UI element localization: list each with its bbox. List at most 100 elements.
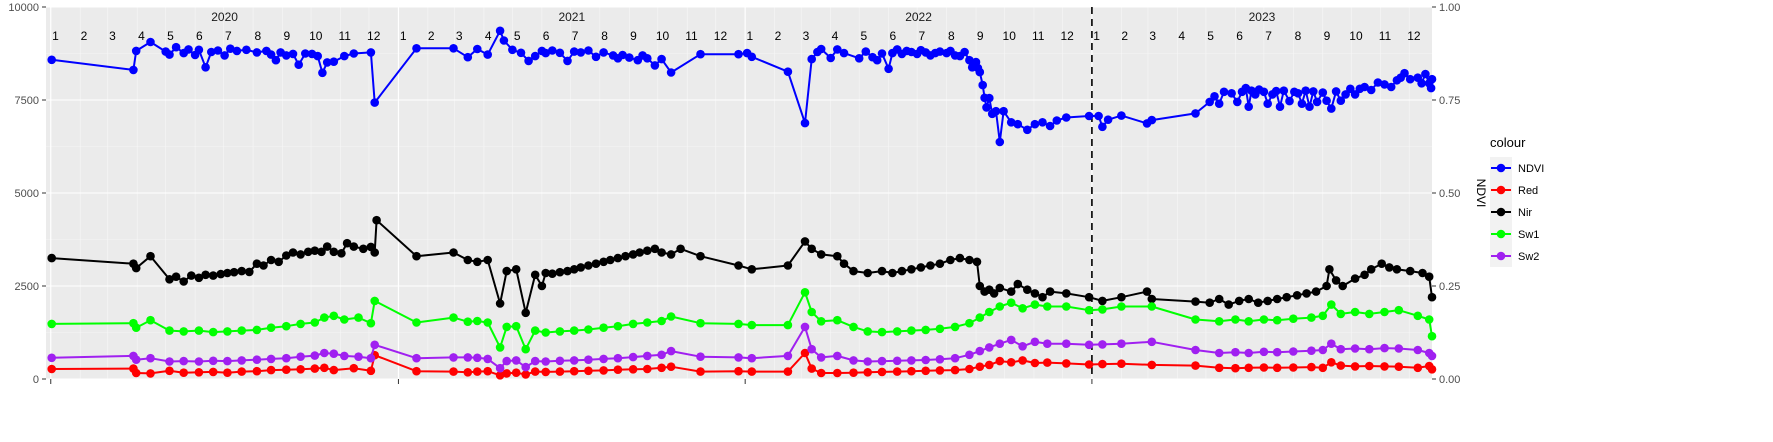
data-point-sw2 bbox=[747, 353, 757, 363]
data-point-nir bbox=[165, 275, 174, 284]
data-point-red bbox=[1427, 365, 1437, 374]
data-point-sw1 bbox=[1030, 300, 1040, 309]
data-point-nir bbox=[569, 265, 579, 274]
data-point-red bbox=[863, 368, 872, 377]
data-point-nir bbox=[47, 253, 56, 263]
data-point-ndvi bbox=[800, 118, 810, 128]
data-point-red bbox=[449, 367, 458, 376]
data-point-ndvi bbox=[696, 49, 705, 59]
data-point-ndvi bbox=[213, 46, 223, 55]
data-point-ndvi bbox=[618, 50, 627, 60]
data-point-sw2 bbox=[613, 353, 623, 363]
data-point-sw2 bbox=[555, 356, 565, 366]
data-point-ndvi bbox=[473, 44, 482, 54]
data-point-ndvi bbox=[1405, 74, 1415, 84]
data-point-sw1 bbox=[877, 327, 887, 337]
data-point-sw2 bbox=[1006, 335, 1016, 345]
data-point-sw1 bbox=[696, 318, 705, 328]
data-point-ndvi bbox=[884, 64, 893, 74]
data-point-sw1 bbox=[1394, 305, 1404, 315]
data-point-red bbox=[696, 367, 705, 376]
data-point-nir bbox=[359, 244, 368, 254]
data-point-nir bbox=[816, 250, 826, 259]
data-point-sw2 bbox=[194, 357, 204, 366]
data-point-sw2 bbox=[223, 356, 232, 366]
data-point-red bbox=[1117, 359, 1126, 369]
data-point-nir bbox=[946, 255, 955, 265]
data-point-red bbox=[1318, 363, 1328, 373]
data-point-sw2 bbox=[696, 352, 705, 362]
month-label: 3 bbox=[456, 29, 463, 43]
data-point-nir bbox=[839, 259, 849, 269]
data-point-ndvi bbox=[1427, 74, 1437, 84]
data-point-ndvi bbox=[252, 48, 262, 57]
data-point-sw2 bbox=[965, 350, 974, 360]
month-label: 11 bbox=[1379, 29, 1392, 43]
data-point-red bbox=[1030, 358, 1040, 368]
data-point-ndvi bbox=[1191, 109, 1200, 118]
data-point-ndvi bbox=[1312, 97, 1322, 107]
data-point-nir bbox=[1191, 297, 1200, 306]
data-point-red bbox=[1350, 362, 1360, 371]
data-point-red bbox=[320, 363, 329, 373]
month-label: 3 bbox=[1149, 29, 1156, 43]
year-label: 2022 bbox=[905, 10, 932, 24]
data-point-nir bbox=[216, 269, 226, 279]
data-point-nir bbox=[1311, 287, 1321, 296]
month-label: 12 bbox=[1061, 29, 1075, 43]
data-point-ndvi bbox=[366, 48, 376, 57]
data-point-ndvi bbox=[1013, 119, 1023, 129]
data-point-sw2 bbox=[985, 343, 994, 352]
data-point-sw2 bbox=[921, 355, 930, 365]
data-point-sw1 bbox=[1117, 302, 1126, 311]
data-point-nir bbox=[1045, 287, 1055, 296]
y-right-tick-label: 0.00 bbox=[1439, 374, 1460, 386]
month-label: 10 bbox=[1003, 29, 1017, 43]
data-point-nir bbox=[1098, 296, 1107, 306]
data-point-nir bbox=[463, 255, 473, 265]
data-point-nir bbox=[1338, 281, 1347, 291]
data-point-ndvi bbox=[854, 54, 864, 63]
data-point-sw1 bbox=[863, 327, 872, 336]
data-point-sw1 bbox=[1424, 315, 1434, 324]
data-point-sw2 bbox=[1394, 344, 1404, 353]
month-label: 2 bbox=[428, 29, 435, 43]
data-point-nir bbox=[576, 263, 586, 272]
data-point-ndvi bbox=[499, 36, 509, 45]
data-point-ndvi bbox=[747, 52, 757, 62]
data-point-nir bbox=[650, 244, 660, 254]
data-point-nir bbox=[194, 273, 204, 283]
y-left-tick-label: 10000 bbox=[8, 2, 39, 14]
data-point-ndvi bbox=[1380, 80, 1389, 89]
data-point-ndvi bbox=[807, 54, 816, 64]
data-point-nir bbox=[907, 265, 916, 274]
data-point-nir bbox=[349, 242, 359, 251]
month-label: 8 bbox=[601, 29, 608, 43]
data-point-nir bbox=[266, 255, 276, 265]
data-point-ndvi bbox=[146, 37, 155, 47]
data-point-nir bbox=[613, 253, 623, 263]
data-point-nir bbox=[511, 265, 521, 274]
data-point-nir bbox=[1325, 265, 1334, 274]
data-point-ndvi bbox=[1285, 96, 1294, 106]
data-point-nir bbox=[621, 251, 630, 261]
data-point-red bbox=[1191, 361, 1200, 370]
data-point-sw2 bbox=[1380, 343, 1389, 353]
data-point-sw2 bbox=[511, 356, 521, 365]
data-point-red bbox=[179, 368, 188, 378]
data-point-red bbox=[530, 367, 540, 376]
data-point-nir bbox=[1023, 285, 1032, 295]
y-axis-right-title: NDVI bbox=[1474, 179, 1488, 208]
data-point-nir bbox=[1331, 276, 1341, 285]
data-point-nir bbox=[747, 265, 757, 274]
data-point-nir bbox=[1038, 292, 1047, 302]
data-point-sw2 bbox=[329, 349, 339, 359]
month-label: 4 bbox=[832, 29, 839, 43]
data-point-sw1 bbox=[833, 315, 842, 325]
data-point-nir bbox=[965, 255, 974, 265]
data-point-sw1 bbox=[1214, 317, 1224, 326]
data-point-nir bbox=[171, 272, 181, 282]
data-point-ndvi bbox=[1147, 115, 1157, 125]
data-point-sw2 bbox=[584, 355, 593, 365]
data-point-sw1 bbox=[194, 326, 204, 335]
